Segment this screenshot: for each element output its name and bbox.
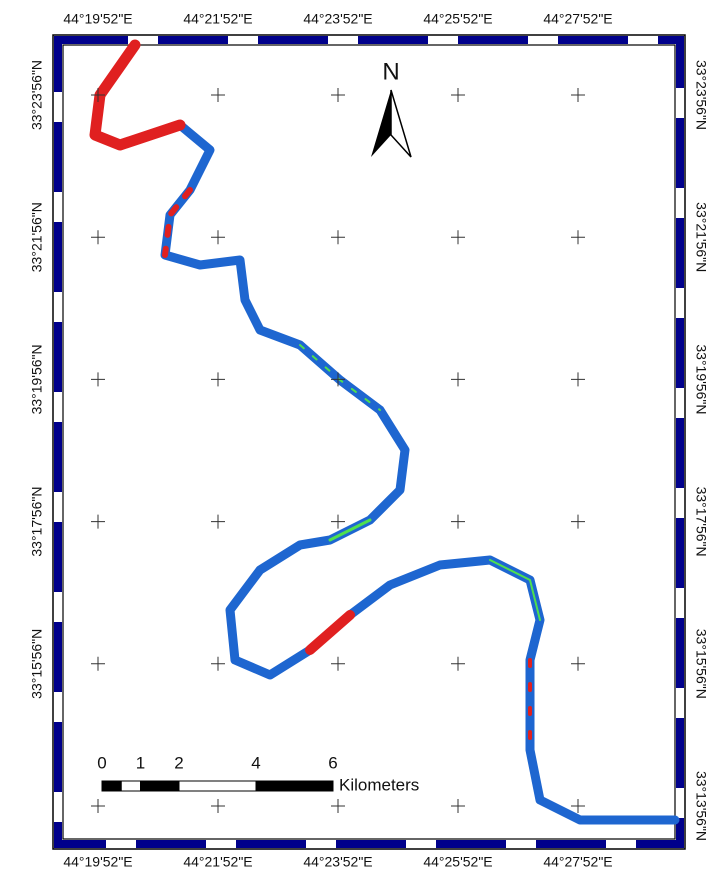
frame-band — [54, 36, 684, 848]
generated: 44°19'52"E 44°21'52"E 44°23'52"E 44°25'52"E… — [29, 11, 710, 870]
grid-cross — [451, 799, 465, 813]
river-green — [328, 518, 372, 542]
outer-frame — [52, 34, 686, 850]
river — [89, 39, 680, 825]
scale-segment — [101, 780, 122, 792]
grid-cross — [451, 372, 465, 387]
grid-cross — [451, 514, 465, 529]
top-label: 44°23'52"E — [303, 11, 372, 27]
grid-cross — [571, 799, 585, 813]
right-label: 33°19'56"N — [693, 344, 709, 414]
grid-cross — [211, 88, 225, 102]
north-label: N — [382, 58, 399, 85]
north-arrow: N — [371, 58, 412, 158]
river-red — [162, 187, 193, 258]
grid-cross — [571, 230, 585, 245]
grid-cross — [571, 88, 585, 102]
grid-cross — [91, 372, 105, 387]
grid-cross — [211, 372, 225, 387]
grid-cross — [331, 230, 345, 245]
grid-cross — [571, 514, 585, 529]
right-label: 33°15'56"N — [693, 629, 709, 699]
grid-cross — [451, 88, 465, 102]
scale-segment — [255, 780, 334, 792]
grid-cross — [451, 230, 465, 245]
river-red — [89, 39, 186, 151]
scale-tick-label: 0 — [97, 753, 106, 772]
scale-tick-label: 4 — [251, 753, 260, 772]
grid-cross — [211, 230, 225, 245]
bottom-label: 44°27'52"E — [543, 854, 612, 870]
scale-tick-label: 6 — [328, 753, 337, 772]
left-label: 33°19'56"N — [29, 344, 45, 414]
top-label: 44°19'52"E — [63, 11, 132, 27]
grid-cross — [211, 799, 225, 813]
scale-segment — [140, 780, 180, 792]
grid-cross — [331, 799, 345, 813]
grid-cross — [91, 799, 105, 813]
north-arrow-right — [390, 89, 412, 158]
river-red — [305, 610, 355, 655]
scale-unit: Kilometers — [339, 775, 419, 794]
top-label: 44°25'52"E — [423, 11, 492, 27]
top-label: 44°27'52"E — [543, 11, 612, 27]
left-label: 33°23'56"N — [29, 60, 45, 130]
bottom-label: 44°21'52"E — [183, 854, 252, 870]
scale-segment — [120, 780, 141, 792]
river-green — [299, 344, 381, 411]
grid-cross — [91, 656, 105, 671]
grid-cross — [91, 230, 105, 245]
grid-cross — [91, 88, 105, 102]
grid-cross — [571, 656, 585, 671]
scale-tick-label: 2 — [174, 753, 183, 772]
left-label: 33°15'56"N — [29, 629, 45, 699]
grid-cross — [331, 514, 345, 529]
map-area — [62, 44, 676, 840]
grid-cross — [211, 514, 225, 529]
right-label: 33°13'56"N — [693, 771, 709, 841]
left-label: 33°17'56"N — [29, 487, 45, 557]
left-label: 33°21'56"N — [29, 202, 45, 272]
grid-cross — [331, 88, 345, 102]
grid-cross — [451, 656, 465, 671]
scale-tick-label: 1 — [136, 753, 145, 772]
river-green — [489, 559, 541, 621]
scale-segment — [178, 780, 257, 792]
right-label: 33°23'56"N — [693, 60, 709, 130]
grid-cross — [211, 656, 225, 671]
grid-cross — [571, 372, 585, 387]
right-label: 33°17'56"N — [693, 487, 709, 557]
north-arrow-left — [371, 90, 391, 157]
bottom-label: 44°19'52"E — [63, 854, 132, 870]
grid-cross — [331, 656, 345, 671]
grid-cross — [331, 372, 345, 387]
right-label: 33°21'56"N — [693, 202, 709, 272]
top-label: 44°21'52"E — [183, 11, 252, 27]
grid-cross — [91, 514, 105, 529]
bottom-label: 44°23'52"E — [303, 854, 372, 870]
bottom-label: 44°25'52"E — [423, 854, 492, 870]
